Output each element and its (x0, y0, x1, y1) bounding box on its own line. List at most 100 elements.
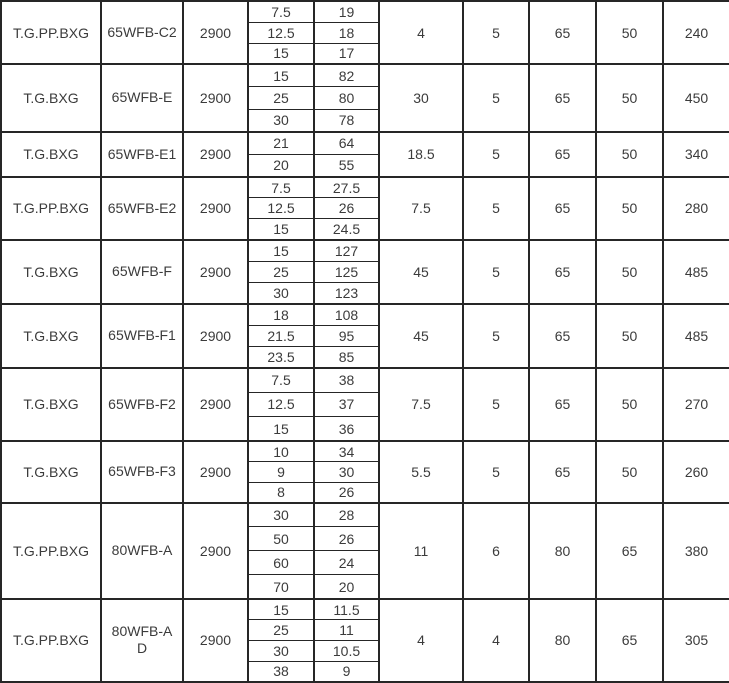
weight-cell: 485 (662, 238, 729, 305)
flow-cell: 70 (247, 574, 315, 600)
head-cell: 82 (313, 63, 380, 88)
table-row: T.G.BXG 65WFB-E1 2900 21 64 18.5 5 65 50 340 (0, 130, 729, 178)
suction-cell: 5 (462, 439, 530, 504)
speed-cell: 2900 (182, 238, 249, 305)
power-cell: 18.5 (378, 130, 464, 178)
flow-cell: 8 (247, 481, 315, 504)
flow-cell: 30 (247, 639, 315, 662)
power-cell: 45 (378, 238, 464, 305)
head-cell: 17 (313, 42, 380, 65)
suction-cell: 5 (462, 130, 530, 178)
inlet-cell: 80 (528, 501, 597, 600)
inlet-cell: 65 (528, 175, 597, 241)
head-cell: 10.5 (313, 639, 380, 662)
power-cell: 11 (378, 501, 464, 600)
table-row: T.G.PP.BXG 65WFB-C2 2900 7.5 19 4 5 65 50 240 (0, 0, 729, 65)
outlet-cell: 50 (595, 439, 664, 504)
speed-cell: 2900 (182, 302, 249, 369)
head-cell: 95 (313, 324, 380, 348)
flow-cell: 25 (247, 619, 315, 641)
power-cell: 7.5 (378, 366, 464, 442)
head-cell: 108 (313, 302, 380, 326)
head-cell: 38 (313, 366, 380, 393)
flow-cell: 38 (247, 660, 315, 683)
flow-cell: 15 (247, 416, 315, 442)
flow-cell: 15 (247, 42, 315, 65)
flow-cell: 15 (247, 63, 315, 88)
material-cell: T.G.BXG (0, 439, 102, 504)
suction-cell: 5 (462, 238, 530, 305)
head-cell: 123 (313, 282, 380, 305)
flow-cell: 7.5 (247, 0, 315, 23)
outlet-cell: 50 (595, 0, 664, 65)
table-row: 15 24.5 (1, 218, 729, 241)
weight-cell: 340 (662, 130, 729, 178)
power-cell: 7.5 (378, 175, 464, 241)
head-cell: 36 (313, 416, 380, 442)
table-row: 15 17 (1, 42, 729, 65)
table-row: T.G.BXG 65WFB-F3 2900 10 34 5.5 5 65 50 260 (0, 439, 729, 504)
head-cell: 11.5 (313, 597, 380, 621)
flow-cell: 21.5 (247, 324, 315, 348)
flow-cell: 15 (247, 218, 315, 241)
suction-cell: 4 (462, 597, 530, 683)
model-cell: 80WFB-A (100, 501, 184, 600)
inlet-cell: 65 (528, 130, 597, 178)
flow-cell: 25 (247, 86, 315, 110)
flow-cell: 12.5 (247, 391, 315, 418)
model-cell: 65WFB-E (100, 63, 184, 133)
table-row: 60 24 (1, 550, 729, 576)
head-cell: 24.5 (313, 218, 380, 241)
material-cell: T.G.PP.BXG (0, 0, 102, 65)
table-row: T.G.BXG 65WFB-F2 2900 7.5 38 7.5 5 65 50 270 (0, 366, 729, 442)
flow-cell: 18 (247, 302, 315, 326)
head-cell: 27.5 (313, 175, 380, 199)
table-row: 23.5 85 (1, 346, 729, 369)
flow-cell: 15 (247, 597, 315, 621)
model-cell: 65WFB-F3 (100, 439, 184, 504)
inlet-cell: 65 (528, 302, 597, 369)
flow-cell: 30 (247, 282, 315, 305)
speed-cell: 2900 (182, 63, 249, 133)
head-cell: 20 (313, 574, 380, 600)
head-cell: 34 (313, 439, 380, 463)
head-cell: 85 (313, 346, 380, 369)
inlet-cell: 65 (528, 0, 597, 65)
weight-cell: 280 (662, 175, 729, 241)
table-row: 70 20 (1, 574, 729, 600)
table-row: T.G.BXG 65WFB-E 2900 15 82 30 5 65 50 450 (0, 63, 729, 133)
weight-cell: 380 (662, 501, 729, 600)
table-row: 30 10.5 (1, 639, 729, 662)
model-cell: 65WFB-F1 (100, 302, 184, 369)
weight-cell: 485 (662, 302, 729, 369)
power-cell: 4 (378, 597, 464, 683)
table-row: T.G.PP.BXG 65WFB-E2 2900 7.5 27.5 7.5 5 65 50 280 (0, 175, 729, 241)
speed-cell: 2900 (182, 597, 249, 683)
suction-cell: 5 (462, 175, 530, 241)
table-row: T.G.PP.BXG 80WFB-A 2900 30 28 11 6 80 65 380 (0, 501, 729, 600)
weight-cell: 260 (662, 439, 729, 504)
head-cell: 26 (313, 481, 380, 504)
weight-cell: 270 (662, 366, 729, 442)
suction-cell: 5 (462, 302, 530, 369)
model-cell: 65WFB-F (100, 238, 184, 305)
head-cell: 24 (313, 550, 380, 576)
inlet-cell: 65 (528, 238, 597, 305)
head-cell: 80 (313, 86, 380, 110)
flow-cell: 12.5 (247, 21, 315, 44)
head-cell: 26 (313, 197, 380, 220)
flow-cell: 7.5 (247, 366, 315, 393)
flow-cell: 30 (247, 501, 315, 528)
flow-cell: 25 (247, 260, 315, 284)
head-cell: 26 (313, 526, 380, 552)
table-row: T.G.BXG 65WFB-F1 2900 18 108 45 5 65 50 485 (0, 302, 729, 369)
table-row: 50 26 (1, 526, 729, 552)
outlet-cell: 50 (595, 63, 664, 133)
table-row: 15 36 (1, 416, 729, 442)
material-cell: T.G.BXG (0, 302, 102, 369)
head-cell: 64 (313, 130, 380, 155)
flow-cell: 30 (247, 108, 315, 133)
table-row: 30 78 (1, 108, 729, 133)
speed-cell: 2900 (182, 175, 249, 241)
